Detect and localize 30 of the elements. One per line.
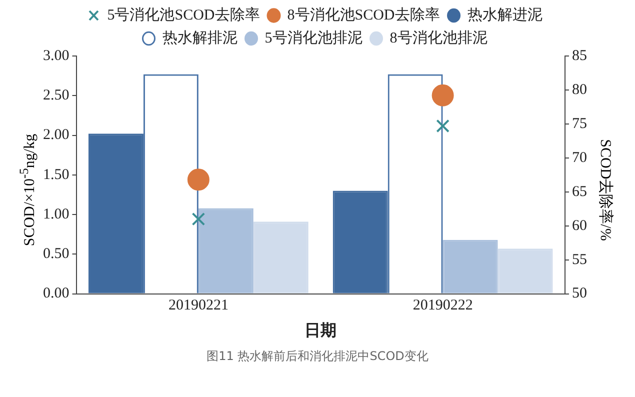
y2-tick-label: 55	[572, 252, 587, 268]
caption: 图11 热水解前后和消化排泥中SCOD变化	[206, 348, 430, 365]
y-tick-label: 1.50	[43, 166, 70, 183]
legend-label: 热水解进泥	[467, 6, 542, 24]
point	[192, 212, 206, 226]
x-tick-label: 20190221	[168, 298, 228, 314]
y2-tick-label: 50	[572, 286, 587, 302]
x-axis-title: 日期	[304, 320, 337, 340]
y-tick-label: 1.00	[43, 206, 70, 222]
y-tick-label: 3.00	[43, 48, 70, 64]
point	[432, 84, 454, 106]
y-tick-label: 2.50	[43, 88, 70, 104]
legend-label: 5号消化池SCOD去除率	[107, 6, 260, 24]
legend-label: 5号消化池排泥	[264, 29, 362, 46]
point	[187, 168, 210, 191]
y2-tick-label: 80	[572, 82, 587, 98]
y2-tick-label: 60	[572, 218, 587, 234]
y2-tick-label: 75	[572, 116, 587, 132]
legend-label: 8号消化池排泥	[390, 29, 488, 46]
point	[436, 119, 450, 133]
legend-label: 热水解排泥	[162, 29, 238, 46]
y2-tick-label: 70	[572, 150, 587, 166]
y-tick-label: 2.00	[43, 127, 70, 144]
legend-label: 8号消化池SCOD去除率	[287, 6, 440, 24]
y-tick-label: 0.00	[43, 286, 70, 302]
y2-tick-label: 65	[572, 184, 587, 200]
y-tick-label: 0.50	[43, 246, 70, 262]
x-tick-label: 20190222	[412, 298, 473, 314]
y2-axis-title: SCOD去除率/%	[596, 138, 614, 243]
y2-tick-label: 85	[572, 48, 587, 64]
